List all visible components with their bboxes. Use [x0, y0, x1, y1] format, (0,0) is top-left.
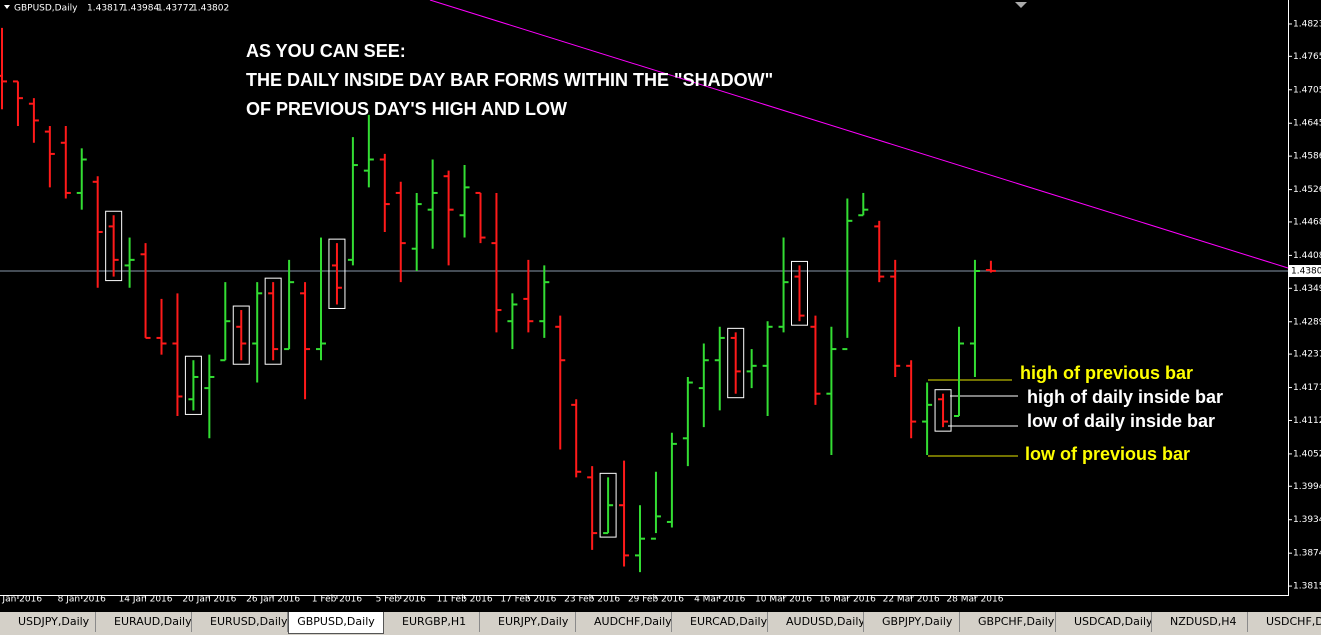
- chart-tab[interactable]: EURGBP,H1: [384, 612, 480, 632]
- quote-high: 1.43984: [122, 4, 159, 14]
- chart-tab[interactable]: GBPUSD,Daily: [288, 612, 384, 634]
- y-tick-label: 1.3994: [1293, 482, 1321, 492]
- inside-bar-box: [727, 327, 745, 399]
- x-tick-label: 29 Feb 2016: [628, 595, 684, 605]
- y-tick-label: 1.4526: [1293, 185, 1321, 195]
- chart-tab[interactable]: AUDCHF,Daily: [576, 612, 672, 632]
- x-tick-label: 28 Mar 2016: [946, 595, 1003, 605]
- x-tick-label: 5 Feb 2016: [376, 595, 427, 605]
- menu-arrow: [4, 5, 10, 9]
- chart: GBPUSD,Daily 1.43817 1.43984 1.43772 1.4…: [0, 0, 1321, 605]
- shift-marker: [1015, 2, 1027, 8]
- symbol: GBPUSD,Daily: [14, 4, 78, 14]
- x-tick-label: 16 Mar 2016: [819, 595, 876, 605]
- x-tick-label: 23 Feb 2016: [564, 595, 620, 605]
- annotation: low of daily inside bar: [1027, 411, 1215, 431]
- chart-tab[interactable]: EURJPY,Daily: [480, 612, 576, 632]
- x-tick-label: 8 Jan 2016: [58, 595, 106, 605]
- annotation-title: AS YOU CAN SEE:: [246, 41, 406, 61]
- chart-tab[interactable]: EURCAD,Daily: [672, 612, 768, 632]
- y-tick-label: 1.4765: [1293, 52, 1321, 62]
- chart-tab[interactable]: USDCHF,Da: [1248, 612, 1321, 632]
- x-tick-label: 14 Jan 2016: [119, 595, 173, 605]
- current-price-box: [1289, 265, 1321, 278]
- inside-bar-box: [184, 355, 202, 415]
- x-tick-label: 10 Mar 2016: [755, 595, 812, 605]
- inside-bar-box: [264, 277, 282, 365]
- current-price-label: 1.4380: [1291, 267, 1321, 277]
- annotation-title: OF PREVIOUS DAY'S HIGH AND LOW: [246, 99, 567, 119]
- x-tick-label: 4 Jan 2016: [0, 595, 42, 605]
- inside-bar-box: [791, 260, 808, 326]
- y-tick-label: 1.4289: [1293, 317, 1321, 327]
- tab-bar: USDJPY,Daily EURAUD,Daily EURUSD,Daily GBPU…: [0, 612, 1321, 635]
- y-tick-label: 1.4586: [1293, 152, 1321, 162]
- chart-tab[interactable]: GBPJPY,Daily: [864, 612, 960, 632]
- inside-bar-box: [599, 472, 617, 538]
- x-tick-label: 20 Jan 2016: [182, 595, 236, 605]
- x-tick-label: 17 Feb 2016: [500, 595, 556, 605]
- chart-tab[interactable]: EURUSD,Daily: [192, 612, 288, 632]
- quote-open: 1.43817: [87, 4, 124, 14]
- plot-area: [0, 0, 1288, 596]
- y-tick-label: 1.4349: [1293, 284, 1321, 294]
- inside-bar-box: [232, 305, 250, 365]
- y-tick-label: 1.4408: [1293, 251, 1321, 261]
- chart-tab[interactable]: AUDUSD,Daily: [768, 612, 864, 632]
- y-tick-label: 1.3874: [1293, 549, 1321, 559]
- chart-tab[interactable]: EURAUD,Daily: [96, 612, 192, 632]
- y-tick-label: 1.4705: [1293, 85, 1321, 95]
- x-tick-label: 26 Jan 2016: [246, 595, 300, 605]
- x-tick-label: 11 Feb 2016: [437, 595, 493, 605]
- annotation: high of daily inside bar: [1027, 387, 1223, 407]
- annotation-title: THE DAILY INSIDE DAY BAR FORMS WITHIN TH…: [246, 70, 773, 90]
- inside-bar-box: [105, 210, 123, 282]
- annotation: high of previous bar: [1020, 363, 1193, 383]
- trend-line: [429, 0, 1289, 269]
- x-tick-label: 22 Mar 2016: [883, 595, 940, 605]
- y-tick-label: 1.4468: [1293, 217, 1321, 227]
- annotation: low of previous bar: [1025, 444, 1190, 464]
- x-tick-label: 1 Feb 2016: [312, 595, 363, 605]
- chart-tab[interactable]: USDJPY,Daily: [0, 612, 96, 632]
- inside-bar-box: [328, 238, 346, 309]
- y-tick-label: 1.4052: [1293, 449, 1321, 459]
- x-tick-label: 4 Mar 2016: [694, 595, 746, 605]
- y-tick-label: 1.4823: [1293, 19, 1321, 29]
- y-tick-label: 1.4645: [1293, 119, 1321, 129]
- quote-close: 1.43802: [192, 4, 229, 14]
- chart-tab[interactable]: GBPCHF,Daily: [960, 612, 1056, 632]
- quote-low: 1.43772: [157, 4, 194, 14]
- y-tick-label: 1.3934: [1293, 515, 1321, 525]
- inside-bar-box: [934, 389, 952, 432]
- chart-tab[interactable]: NZDUSD,H4: [1152, 612, 1248, 632]
- chart-tab[interactable]: USDCAD,Daily: [1056, 612, 1152, 632]
- y-tick-label: 1.3815: [1293, 582, 1321, 592]
- y-tick-label: 1.4112: [1293, 416, 1321, 426]
